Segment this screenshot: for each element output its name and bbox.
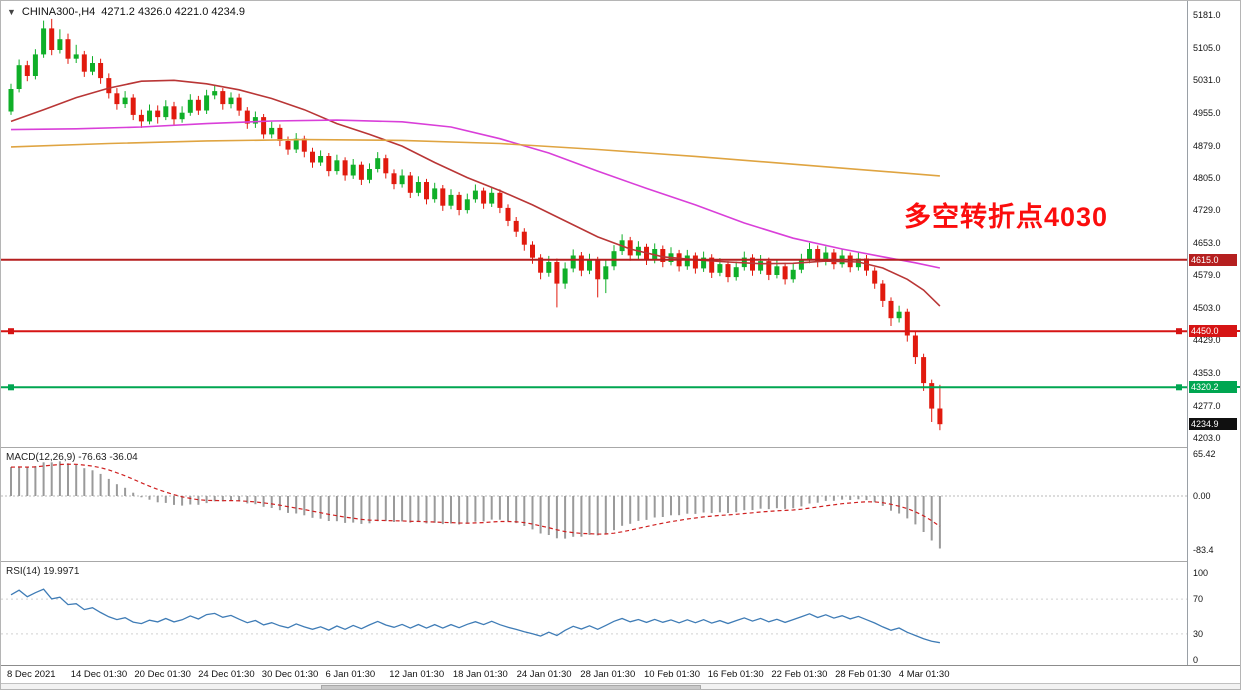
horizontal-line-4450.0[interactable] xyxy=(1,328,1187,335)
rsi-tick-label: 30 xyxy=(1193,628,1204,639)
price-tick-label: 4503.0 xyxy=(1193,303,1221,314)
ma-slow-orange-line xyxy=(10,138,940,177)
price-tick-label: 4879.0 xyxy=(1193,140,1221,151)
time-axis-label: 10 Feb 01:30 xyxy=(644,669,700,680)
price-tick-label: 5181.0 xyxy=(1193,10,1221,20)
time-axis-label: 24 Jan 01:30 xyxy=(516,669,572,680)
time-axis-label: 16 Feb 01:30 xyxy=(707,669,764,680)
macd-label: MACD(12,26,9) -76.63 -36.04 xyxy=(6,452,138,463)
price-tick-label: 4353.0 xyxy=(1193,368,1221,379)
macd-tick-label: -83.4 xyxy=(1193,544,1214,555)
ohlc-values: 4271.2 4326.0 4221.0 4234.9 xyxy=(101,6,246,18)
line-handle xyxy=(1176,384,1182,391)
price-tick-label: 4277.0 xyxy=(1193,400,1221,411)
price-tick-label: 5105.0 xyxy=(1193,42,1221,53)
time-axis-label: 8 Dec 2021 xyxy=(7,669,56,680)
line-handle xyxy=(1176,328,1182,335)
time-axis-label: 18 Jan 01:30 xyxy=(452,669,508,680)
line-handle xyxy=(8,384,14,391)
time-axis-label: 12 Jan 01:30 xyxy=(389,669,445,680)
ma-fast-red-line xyxy=(10,79,941,307)
time-axis-label: 28 Feb 01:30 xyxy=(835,669,892,680)
panel-divider-rsi[interactable] xyxy=(1,561,1240,562)
time-axis-label: 14 Dec 01:30 xyxy=(70,669,128,680)
time-axis-label: 6 Jan 01:30 xyxy=(325,669,376,680)
horizontal-line-4320.2[interactable] xyxy=(1,384,1187,391)
line-end-marker xyxy=(1235,386,1240,389)
price-tick-label: 4203.0 xyxy=(1193,433,1221,443)
time-axis-label: 30 Dec 01:30 xyxy=(261,669,319,680)
price-line-tag: 4450.0 xyxy=(1189,325,1237,338)
main-chart-canvas[interactable] xyxy=(1,1,1187,447)
panel-divider-macd[interactable] xyxy=(1,447,1240,448)
macd-signal-line xyxy=(10,463,941,535)
price-tick-label: 4729.0 xyxy=(1193,205,1221,216)
macd-tick-label: 0.00 xyxy=(1193,491,1211,501)
time-axis-label: 28 Jan 01:30 xyxy=(580,669,636,680)
price-scale[interactable]: 5181.0 5105.0 5031.0 4955.0 4879.0 4805.0 4729… xyxy=(1187,1,1240,665)
price-tick-label: 5031.0 xyxy=(1193,74,1221,85)
rsi-tick-label: 100 xyxy=(1193,568,1209,578)
symbol-timeframe-label: CHINA300-,H4 xyxy=(21,6,96,18)
scrollbar-thumb[interactable] xyxy=(321,685,701,689)
price-line-tag: 4615.0 xyxy=(1189,253,1237,266)
time-axis-label: 22 Feb 01:30 xyxy=(771,669,828,680)
rsi-label: RSI(14) 19.9971 xyxy=(6,566,80,577)
time-axis-label: 24 Dec 01:30 xyxy=(198,669,255,680)
symbol-info: ▼ CHINA300-,H4 4271.2 4326.0 4221.0 4234… xyxy=(7,6,245,18)
time-axis-label: 4 Mar 01:30 xyxy=(898,669,950,680)
annotation-text: 多空转折点4030 xyxy=(904,202,1109,232)
horizontal-scrollbar[interactable] xyxy=(1,683,1240,689)
rsi-tick-label: 0 xyxy=(1193,655,1199,665)
line-handle xyxy=(8,328,14,335)
chart-menu-icon[interactable]: ▼ xyxy=(7,6,16,17)
rsi-line xyxy=(10,588,941,644)
price-tick-label: 4579.0 xyxy=(1193,270,1221,281)
macd-panel-canvas[interactable] xyxy=(1,447,1187,561)
time-axis[interactable]: 8 Dec 2021 14 Dec 01:30 20 Dec 01:30 24 Dec… xyxy=(1,665,1240,684)
line-end-marker xyxy=(1235,330,1240,333)
price-line-tag: 4320.2 xyxy=(1189,381,1237,394)
price-tick-label: 4805.0 xyxy=(1193,172,1221,183)
rsi-tick-label: 70 xyxy=(1193,594,1204,605)
price-tick-label: 4955.0 xyxy=(1193,107,1221,118)
price-tick-label: 4653.0 xyxy=(1193,238,1221,249)
current-price-tag: 4234.9 xyxy=(1189,418,1237,431)
time-axis-label: 20 Dec 01:30 xyxy=(134,669,191,680)
price-tick-label: 4429.0 xyxy=(1193,335,1221,346)
macd-histogram xyxy=(10,461,941,549)
macd-tick-label: 65.42 xyxy=(1193,449,1216,459)
ma-mid-magenta-line xyxy=(10,119,941,269)
rsi-panel-canvas[interactable] xyxy=(1,561,1187,665)
